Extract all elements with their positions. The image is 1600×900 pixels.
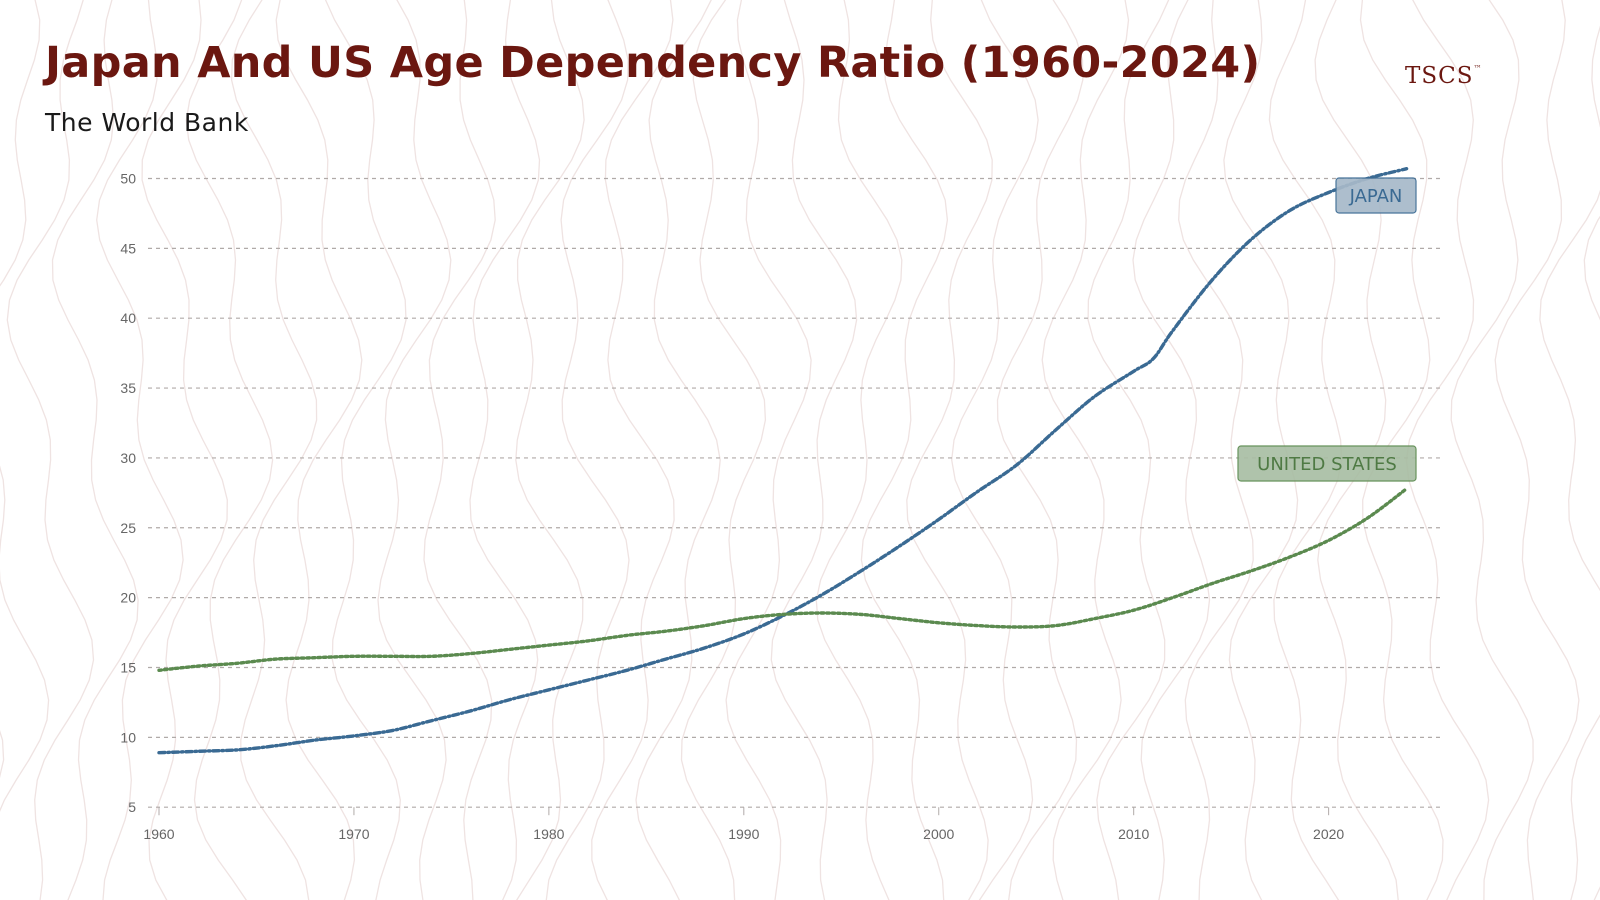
contour-line: [230, 0, 318, 900]
series-label-box: [1237, 445, 1417, 482]
contour-line: [680, 0, 767, 900]
grid-lines: [148, 177, 1442, 808]
y-tick-label: 10: [120, 729, 136, 745]
series-label-box: [1335, 177, 1417, 214]
contour-line: [1041, 0, 1130, 900]
contour-line: [6, 0, 95, 900]
series-label-text: JAPAN: [1349, 186, 1403, 207]
contour-line: [141, 0, 228, 900]
y-tick-label: 20: [120, 590, 136, 606]
y-tick-label: 25: [120, 520, 136, 536]
brand-logo-text: TSCS: [1405, 63, 1474, 89]
contour-line: [951, 0, 1039, 900]
contour-line: [725, 0, 812, 900]
contour-line: [275, 0, 363, 900]
series-line-japan: [157, 167, 1409, 755]
y-tick-label: 15: [120, 659, 136, 675]
x-tick-label: 1960: [143, 826, 174, 842]
chart-subtitle: The World Bank: [45, 108, 249, 137]
contour-line: [324, 0, 407, 900]
contour-line: [591, 0, 675, 900]
contour-line: [1087, 0, 1170, 900]
contour-line: [860, 0, 949, 900]
contour-line: [996, 0, 1084, 900]
y-tick-label: 35: [120, 380, 136, 396]
y-tick-label: 30: [120, 450, 136, 466]
x-tick-label: 1980: [533, 826, 564, 842]
contour-line: [635, 0, 721, 900]
x-tick-label: 2010: [1118, 826, 1149, 842]
series-label-japan: JAPAN: [1335, 177, 1417, 214]
contour-line: [906, 0, 993, 900]
contour-line: [423, 0, 496, 900]
contour-line: [1494, 0, 1580, 900]
contour-line: [545, 0, 630, 900]
series-labels: JAPAN UNITED STATES: [1237, 177, 1417, 482]
contour-line: [51, 0, 139, 900]
contour-line: [1450, 0, 1534, 900]
contour-line: [770, 0, 858, 900]
x-tick-label: 2020: [1313, 826, 1344, 842]
series-label-united-states: UNITED STATES: [1237, 445, 1417, 482]
y-tick-label: 50: [120, 171, 136, 187]
x-tick-label: 1990: [728, 826, 759, 842]
trademark-mark: ™: [1473, 64, 1482, 73]
contour-line: [1178, 0, 1254, 900]
contour-line: [1539, 25, 1600, 900]
contour-line: [515, 0, 585, 900]
x-tick-label: 2000: [923, 826, 954, 842]
series-lines: [157, 167, 1409, 755]
y-tick-label: 40: [120, 310, 136, 326]
contour-line: [0, 730, 5, 779]
contour-line: [1132, 0, 1211, 900]
chart-title: Japan And US Age Dependency Ratio (1960-…: [45, 38, 1261, 88]
contour-line: [469, 0, 541, 900]
contour-line: [0, 0, 50, 812]
axes: 5 10 15 20 25 30 35 40 45 50 1960 1970 1980 1990 2000 2…: [120, 171, 1344, 843]
y-tick-label: 5: [128, 799, 136, 815]
series-label-text: UNITED STATES: [1257, 454, 1397, 475]
contour-line: [377, 0, 452, 900]
contour-line: [815, 0, 903, 900]
series-line-united-states: [157, 487, 1409, 672]
contour-line: [185, 0, 274, 900]
brand-logo: TSCS™: [1405, 63, 1481, 89]
y-tick-label: 45: [120, 240, 136, 256]
contour-line: [96, 0, 184, 900]
x-tick-label: 1970: [338, 826, 369, 842]
